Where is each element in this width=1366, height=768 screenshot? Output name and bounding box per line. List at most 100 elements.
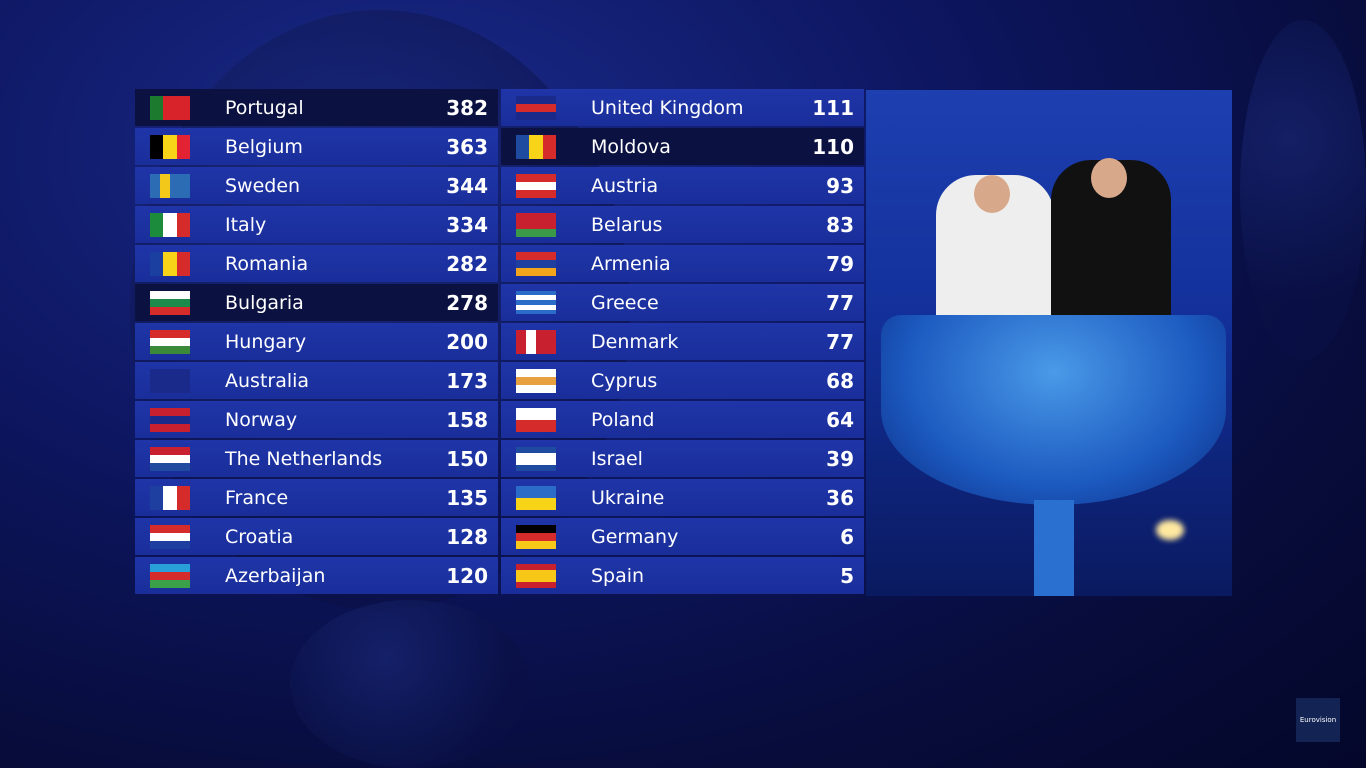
flag-icon [150, 134, 190, 159]
country-name: Poland [591, 408, 655, 431]
country-points: 36 [826, 485, 854, 510]
country-points: 200 [446, 329, 488, 354]
flag-icon [150, 446, 190, 471]
flag-icon [516, 212, 556, 237]
country-name: Sweden [225, 174, 301, 197]
scoreboard-row: Cyprus 68 [501, 362, 864, 399]
scoreboard-row: Hungary 200 [135, 323, 498, 360]
country-name: Italy [225, 213, 267, 236]
scoreboard-row: Moldova 110 [501, 128, 864, 165]
scoreboard-row: Portugal 382 [135, 89, 498, 126]
country-name: Denmark [591, 330, 679, 353]
country-points: 150 [446, 446, 488, 471]
country-name: Greece [591, 291, 659, 314]
country-points: 111 [812, 95, 854, 120]
country-points: 83 [826, 212, 854, 237]
flag-icon [516, 290, 556, 315]
country-points: 6 [840, 524, 854, 549]
flag-icon [516, 563, 556, 588]
flag-icon [150, 251, 190, 276]
flag-icon [516, 134, 556, 159]
country-name: Ukraine [591, 486, 665, 509]
country-name: Spain [591, 564, 645, 587]
scoreboard-right-column: United Kingdom 111 Moldova 110 Austria 93 Bela… [501, 89, 864, 596]
scoreboard-row: Sweden 344 [135, 167, 498, 204]
flag-icon [150, 407, 190, 432]
country-name: Bulgaria [225, 291, 304, 314]
country-points: 128 [446, 524, 488, 549]
country-points: 344 [446, 173, 488, 198]
country-name: France [225, 486, 289, 509]
flag-icon [150, 563, 190, 588]
country-points: 68 [826, 368, 854, 393]
scoreboard-left-column: Portugal 382 Belgium 363 Sweden 344 Italy 334 Ro… [135, 89, 498, 596]
country-points: 77 [826, 329, 854, 354]
flag-icon [516, 524, 556, 549]
country-name: Austria [591, 174, 659, 197]
scoreboard-row: Azerbaijan 120 [135, 557, 498, 594]
flag-icon [516, 485, 556, 510]
country-name: Romania [225, 252, 309, 275]
country-points: 93 [826, 173, 854, 198]
scoreboard-row: United Kingdom 111 [501, 89, 864, 126]
country-points: 64 [826, 407, 854, 432]
country-points: 120 [446, 563, 488, 588]
country-name: Cyprus [591, 369, 658, 392]
country-name: Norway [225, 408, 298, 431]
podium-bowl [881, 315, 1226, 505]
flag-icon [516, 251, 556, 276]
country-name: Belarus [591, 213, 663, 236]
country-points: 135 [446, 485, 488, 510]
country-points: 77 [826, 290, 854, 315]
stage-light [1156, 520, 1184, 540]
eurovision-logo: Eurovision [1296, 698, 1340, 742]
country-name: Moldova [591, 135, 671, 158]
scoreboard-row: Austria 93 [501, 167, 864, 204]
scoreboard-row: Spain 5 [501, 557, 864, 594]
scoreboard-row: Belarus 83 [501, 206, 864, 243]
scoreboard-row: Poland 64 [501, 401, 864, 438]
country-name: Croatia [225, 525, 294, 548]
scoreboard-row: Belgium 363 [135, 128, 498, 165]
scoreboard-row: Denmark 77 [501, 323, 864, 360]
country-name: Belgium [225, 135, 303, 158]
country-name: Azerbaijan [225, 564, 326, 587]
flag-icon [150, 173, 190, 198]
flag-icon [150, 212, 190, 237]
country-points: 278 [446, 290, 488, 315]
country-name: Armenia [591, 252, 671, 275]
country-name: Hungary [225, 330, 307, 353]
scoreboard-row: Italy 334 [135, 206, 498, 243]
country-name: Australia [225, 369, 310, 392]
country-name: Germany [591, 525, 679, 548]
scoreboard-row: Greece 77 [501, 284, 864, 321]
country-name: Portugal [225, 96, 304, 119]
scoreboard-row: Israel 39 [501, 440, 864, 477]
scoreboard-row: Croatia 128 [135, 518, 498, 555]
country-points: 382 [446, 95, 488, 120]
scoreboard-row: France 135 [135, 479, 498, 516]
background-decoration [1240, 20, 1366, 360]
flag-icon [150, 368, 190, 393]
country-points: 334 [446, 212, 488, 237]
country-points: 110 [812, 134, 854, 159]
scoreboard-row: Armenia 79 [501, 245, 864, 282]
flag-icon [516, 329, 556, 354]
country-name: Israel [591, 447, 643, 470]
flag-icon [150, 329, 190, 354]
scoreboard-row: The Netherlands 150 [135, 440, 498, 477]
flag-icon [150, 95, 190, 120]
presenters-video-inset [866, 90, 1232, 596]
presenter-right-head [1091, 158, 1127, 198]
scoreboard-row: Romania 282 [135, 245, 498, 282]
presenter-left-head [974, 175, 1010, 213]
country-name: The Netherlands [225, 447, 383, 470]
scoreboard-row: Australia 173 [135, 362, 498, 399]
flag-icon [150, 524, 190, 549]
flag-icon [516, 95, 556, 120]
flag-icon [516, 407, 556, 432]
background-decoration [290, 600, 530, 768]
scoreboard-row: Norway 158 [135, 401, 498, 438]
flag-icon [516, 446, 556, 471]
country-name: United Kingdom [591, 96, 744, 119]
